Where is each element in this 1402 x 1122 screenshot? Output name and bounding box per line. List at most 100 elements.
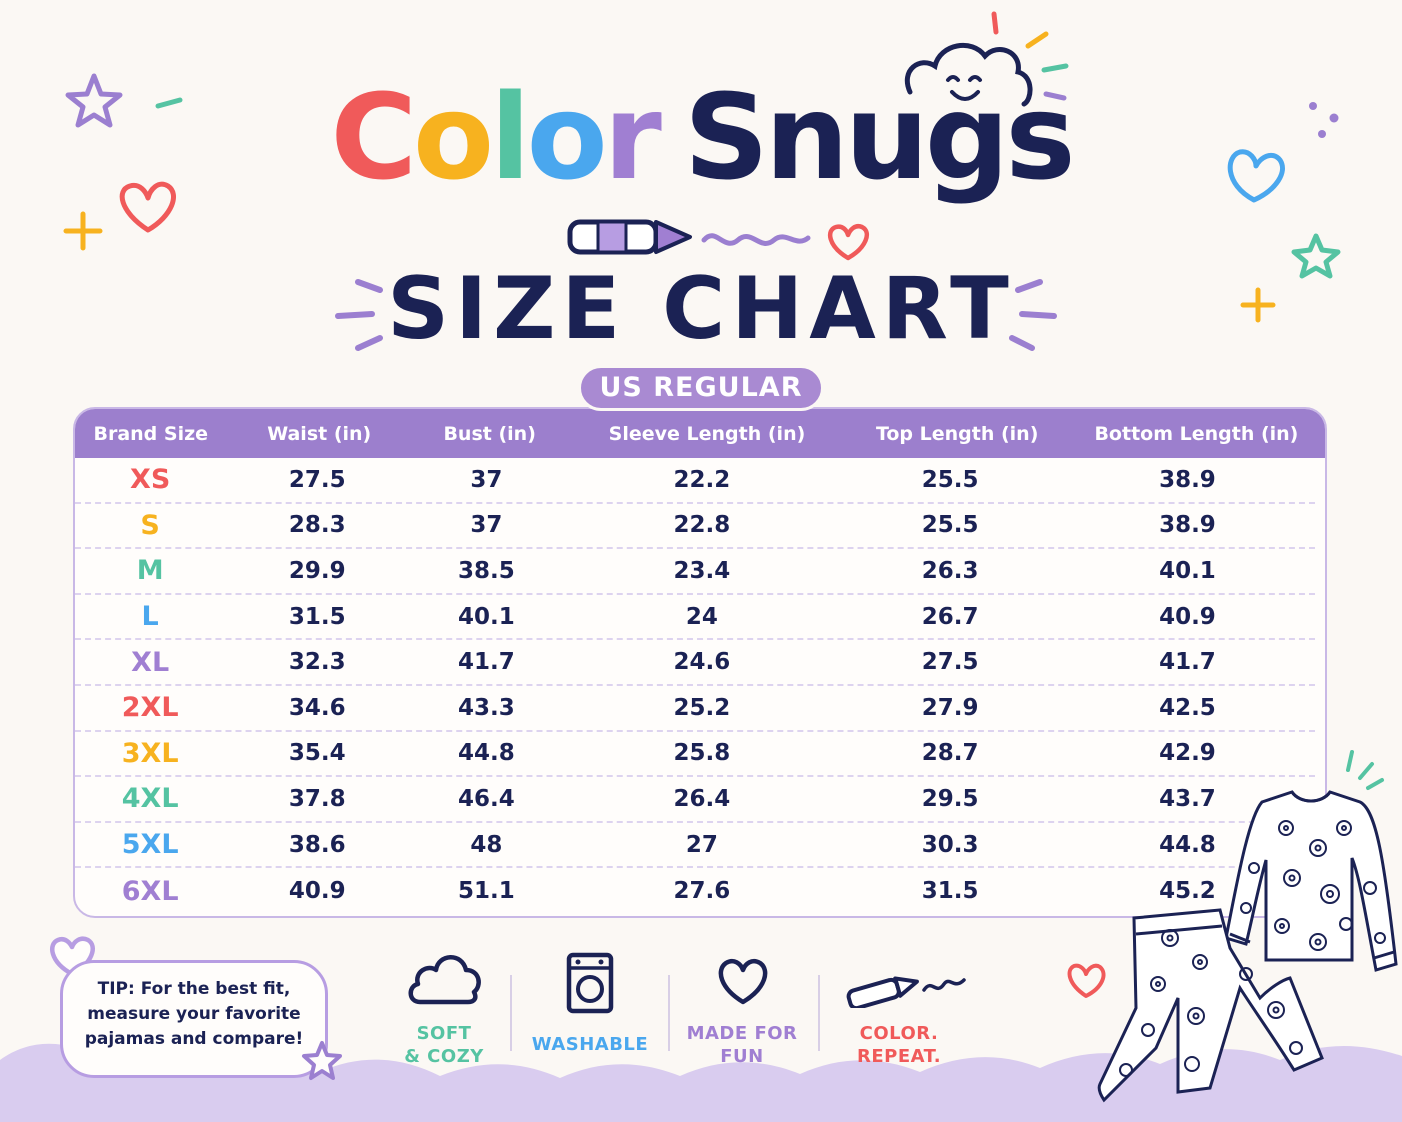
feature-line: MADE FOR <box>686 1023 798 1044</box>
table-cell: 27.5 <box>921 649 979 676</box>
table-row: 4XL 37.8 46.4 26.4 29.5 43.7 <box>75 777 1315 823</box>
table-cell: 38.9 <box>1159 512 1216 539</box>
table-cell: 29.9 <box>288 557 346 584</box>
table-row: L 31.5 40.1 24 26.7 40.9 <box>75 595 1315 641</box>
page-title: SIZE CHART <box>387 259 1015 359</box>
crayon-icon <box>567 219 692 255</box>
table-cell: 45.2 <box>1159 878 1216 905</box>
table-cell: 42.9 <box>1159 740 1216 767</box>
size-label: S <box>140 509 160 541</box>
cloud-face-icon <box>904 43 1033 107</box>
size-label: 5XL <box>121 829 179 861</box>
header-bottom-length: Bottom Length (in) <box>1094 422 1299 445</box>
table-cell: 27.6 <box>673 878 731 905</box>
table-cell: 48 <box>470 831 503 858</box>
table-cell: 25.5 <box>921 466 979 493</box>
size-label: M <box>136 555 164 587</box>
table-cell: 42.5 <box>1159 694 1216 721</box>
size-label: L <box>141 601 159 633</box>
tip-line-3: pajamas and compare! <box>84 1029 304 1049</box>
feature-color-repeat: COLOR. REPEAT. <box>840 1022 958 1068</box>
cloud-border-decoration <box>0 1043 1402 1122</box>
table-cell: 28.7 <box>921 740 979 767</box>
sparkle-icon <box>63 211 103 251</box>
feature-divider <box>510 975 512 1051</box>
feature-divider <box>668 975 670 1051</box>
table-cell: 28.3 <box>288 512 346 539</box>
table-cell: 27.9 <box>921 694 979 721</box>
logo-word-2: Snugs <box>683 68 1076 206</box>
feature-line: & COZY <box>404 1046 484 1067</box>
table-cell: 31.5 <box>921 878 979 905</box>
star-icon <box>302 1041 342 1080</box>
table-row: XS 27.5 37 22.2 25.5 38.9 <box>75 458 1315 504</box>
table-cell: 23.4 <box>673 557 731 584</box>
feature-line: SOFT <box>416 1023 472 1044</box>
star-icon <box>65 73 123 128</box>
size-label: 3XL <box>121 737 179 769</box>
feature-made-for-fun: MADE FOR FUN <box>682 1022 802 1068</box>
table-cell: 25.2 <box>673 694 731 721</box>
table-cell: 51.1 <box>457 878 515 905</box>
heart-icon <box>1227 149 1285 203</box>
table-cell: 44.8 <box>457 740 515 767</box>
logo-letter: r <box>603 68 662 206</box>
table-cell: 24.6 <box>673 649 731 676</box>
table-row: 6XL 40.9 51.1 27.6 31.5 45.2 <box>75 868 1315 914</box>
feature-line: WASHABLE <box>531 1034 649 1055</box>
star-icon <box>1291 233 1341 279</box>
crayon-icon <box>846 976 966 1008</box>
sparkle-icon <box>1240 287 1276 323</box>
table-cell: 41.7 <box>1159 649 1216 676</box>
heart-icon <box>827 224 869 261</box>
table-cell: 35.4 <box>288 740 346 767</box>
feature-washable: WASHABLE <box>530 1033 650 1056</box>
table-body: XS 27.5 37 22.2 25.5 38.9 S 28.3 37 22.8 25.5 38.9 M… <box>75 458 1325 914</box>
header-waist: Waist (in) <box>267 422 372 445</box>
table-cell: 38.5 <box>457 557 515 584</box>
logo-letter: l <box>490 68 531 206</box>
table-cell: 22.8 <box>673 512 731 539</box>
table-cell: 27 <box>685 831 718 858</box>
header-sleeve-length: Sleeve Length (in) <box>608 422 806 445</box>
table-cell: 43.3 <box>457 694 515 721</box>
table-cell: 40.1 <box>457 603 515 630</box>
table-cell: 37 <box>470 466 503 493</box>
table-cell: 25.8 <box>673 740 731 767</box>
logo-letter: o <box>413 68 494 206</box>
table-cell: 26.7 <box>921 603 979 630</box>
logo-letter: C <box>330 68 417 206</box>
table-cell: 32.3 <box>288 649 346 676</box>
size-label: XS <box>130 464 171 496</box>
size-label: 2XL <box>121 692 179 724</box>
table-row: 3XL 35.4 44.8 25.8 28.7 42.9 <box>75 732 1315 778</box>
tip-bubble: TIP: For the best fit, measure your favo… <box>60 960 328 1078</box>
heart-icon <box>718 958 768 1005</box>
table-cell: 41.7 <box>457 649 515 676</box>
table-cell: 40.1 <box>1159 557 1216 584</box>
table-row: M 29.9 38.5 23.4 26.3 40.1 <box>75 549 1315 595</box>
table-cell: 40.9 <box>288 878 346 905</box>
table-cell: 26.3 <box>921 557 979 584</box>
table-row: 5XL 38.6 48 27 30.3 44.8 <box>75 823 1315 869</box>
table-cell: 43.7 <box>1159 785 1216 812</box>
feature-soft-cozy: SOFT & COZY <box>386 1022 502 1068</box>
heart-icon <box>119 181 176 233</box>
size-label: XL <box>131 646 170 678</box>
table-cell: 46.4 <box>457 785 515 812</box>
header-brand-size: Brand Size <box>93 422 209 445</box>
table-cell: 34.6 <box>288 694 346 721</box>
feature-divider <box>818 975 820 1051</box>
table-cell: 38.9 <box>1159 466 1216 493</box>
table-cell: 25.5 <box>921 512 979 539</box>
table-cell: 38.6 <box>288 831 346 858</box>
header-top-length: Top Length (in) <box>875 422 1039 445</box>
washing-machine-icon <box>566 952 614 1014</box>
table-row: 2XL 34.6 43.3 25.2 27.9 42.5 <box>75 686 1315 732</box>
tip-line-1: TIP: For the best fit, <box>97 979 291 999</box>
table-cell: 44.8 <box>1159 831 1216 858</box>
table-row: S 28.3 37 22.8 25.5 38.9 <box>75 504 1315 550</box>
header-bust: Bust (in) <box>443 422 536 445</box>
table-cell: 26.4 <box>673 785 731 812</box>
